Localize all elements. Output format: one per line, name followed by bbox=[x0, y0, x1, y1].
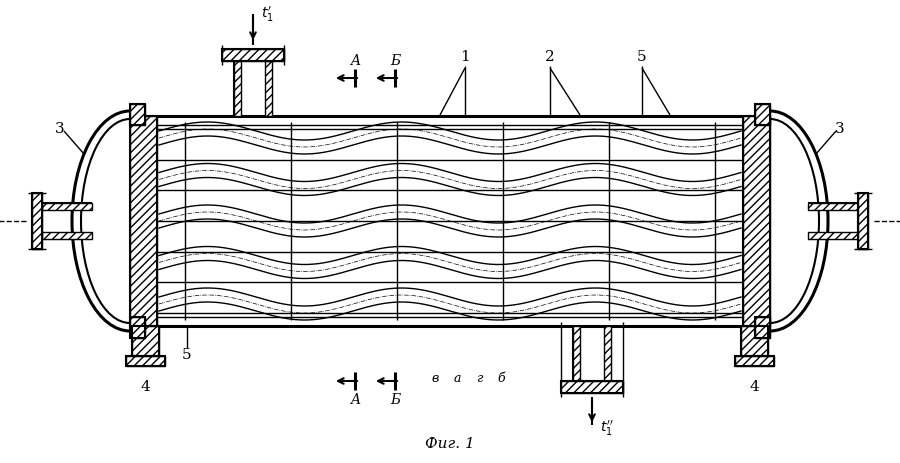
Bar bbox=[132, 326, 159, 356]
Text: в: в bbox=[431, 372, 438, 385]
Bar bbox=[222, 50, 284, 62]
Bar bbox=[604, 326, 611, 381]
Text: Фиг. 1: Фиг. 1 bbox=[425, 436, 475, 450]
Text: г: г bbox=[476, 372, 482, 385]
Text: 3: 3 bbox=[55, 122, 65, 136]
Bar bbox=[130, 317, 145, 338]
Text: 1: 1 bbox=[460, 50, 470, 64]
Bar bbox=[573, 326, 580, 381]
Bar bbox=[222, 50, 284, 62]
Text: 5: 5 bbox=[637, 50, 647, 64]
Bar bbox=[126, 356, 165, 366]
Bar bbox=[130, 117, 157, 326]
Text: 3: 3 bbox=[835, 122, 845, 136]
Bar bbox=[858, 194, 868, 250]
Bar bbox=[755, 317, 770, 338]
Bar bbox=[755, 317, 770, 338]
Text: $t_1'$: $t_1'$ bbox=[261, 4, 274, 24]
Bar bbox=[743, 117, 770, 326]
Bar bbox=[32, 194, 42, 250]
Bar bbox=[735, 356, 774, 366]
Bar bbox=[741, 326, 768, 356]
Bar bbox=[234, 62, 241, 117]
Bar bbox=[755, 105, 770, 126]
Bar bbox=[265, 62, 272, 117]
Bar bbox=[561, 381, 623, 393]
Text: $t_1''$: $t_1''$ bbox=[600, 418, 614, 437]
Bar bbox=[808, 232, 858, 239]
Bar bbox=[743, 117, 770, 326]
Text: а: а bbox=[454, 372, 461, 385]
Bar bbox=[858, 194, 868, 250]
Text: Б: Б bbox=[390, 392, 400, 406]
Bar bbox=[130, 117, 157, 326]
Text: Б: Б bbox=[390, 54, 400, 68]
Bar bbox=[130, 317, 145, 338]
Text: A: A bbox=[350, 392, 360, 406]
Bar bbox=[32, 194, 42, 250]
Text: 4: 4 bbox=[140, 379, 150, 393]
Bar bbox=[561, 381, 623, 393]
Bar bbox=[42, 232, 92, 239]
Bar bbox=[126, 356, 165, 366]
Text: 2: 2 bbox=[545, 50, 555, 64]
Text: A: A bbox=[350, 54, 360, 68]
Bar bbox=[808, 204, 858, 211]
Bar bbox=[130, 105, 145, 126]
Text: 4: 4 bbox=[750, 379, 760, 393]
Bar bbox=[735, 356, 774, 366]
Bar bbox=[755, 105, 770, 126]
Text: б: б bbox=[497, 372, 505, 385]
Bar bbox=[130, 105, 145, 126]
Bar bbox=[741, 326, 768, 356]
Text: 5: 5 bbox=[182, 347, 192, 361]
Bar bbox=[42, 204, 92, 211]
Bar bbox=[132, 326, 159, 356]
